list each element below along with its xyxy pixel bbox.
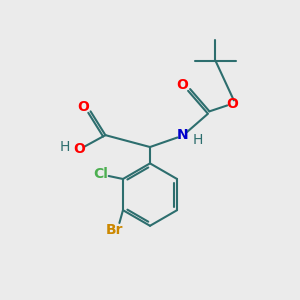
Text: O: O (226, 97, 238, 111)
Text: O: O (176, 78, 188, 92)
Text: N: N (177, 128, 188, 142)
Text: O: O (73, 142, 85, 156)
Text: H: H (192, 133, 203, 147)
Text: Cl: Cl (93, 167, 108, 181)
Text: O: O (77, 100, 89, 114)
Text: H: H (59, 140, 70, 154)
Text: Br: Br (105, 223, 123, 236)
